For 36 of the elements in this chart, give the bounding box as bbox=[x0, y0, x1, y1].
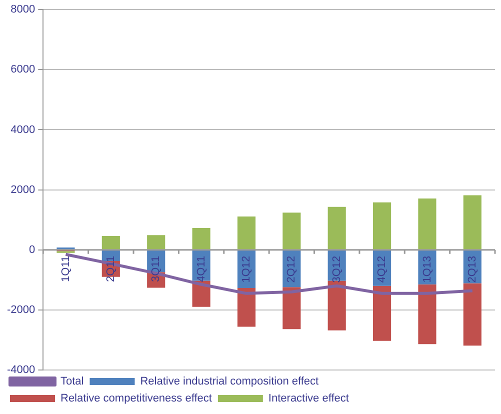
legend-label: Relative industrial composition effect bbox=[140, 376, 319, 388]
x-tick-label: 2Q12 bbox=[286, 256, 298, 283]
bar bbox=[418, 284, 436, 344]
bar bbox=[282, 287, 301, 330]
bar bbox=[237, 216, 256, 250]
y-tick-label: 8000 bbox=[10, 4, 36, 16]
bar bbox=[328, 206, 346, 250]
y-tick-label: 6000 bbox=[10, 64, 36, 76]
y-tick-label: 2000 bbox=[10, 184, 36, 196]
bar bbox=[282, 212, 301, 250]
bar bbox=[463, 283, 482, 346]
legend-label: Interactive effect bbox=[268, 392, 349, 405]
bar bbox=[328, 280, 346, 330]
bar bbox=[418, 198, 436, 250]
bar bbox=[372, 202, 392, 250]
x-tick-label: 4Q11 bbox=[195, 256, 208, 282]
bar bbox=[237, 288, 256, 327]
x-tick-label: 1Q11 bbox=[60, 256, 72, 282]
x-tick-label: 2Q13 bbox=[466, 256, 478, 283]
x-tick-label: 2Q11 bbox=[104, 256, 117, 282]
y-tick-label: 0 bbox=[29, 244, 36, 256]
bar bbox=[463, 195, 482, 250]
legend-label: Relative competitiveness effect bbox=[60, 392, 212, 405]
bar bbox=[192, 228, 210, 250]
bar bbox=[372, 286, 392, 341]
x-tick-label: 3Q11 bbox=[150, 256, 162, 282]
bar bbox=[102, 236, 120, 250]
x-tick-label: 1Q12 bbox=[240, 256, 253, 283]
y-tick-label: -2000 bbox=[6, 304, 36, 316]
x-tick-label: 4Q12 bbox=[376, 256, 388, 283]
x-tick-label: 3Q12 bbox=[330, 256, 343, 283]
x-tick-label: 1Q13 bbox=[421, 256, 434, 283]
legend-label: Total bbox=[60, 376, 84, 388]
y-tick-label: -4000 bbox=[6, 364, 36, 376]
bar bbox=[147, 235, 166, 250]
y-tick-label: 4000 bbox=[10, 124, 36, 136]
